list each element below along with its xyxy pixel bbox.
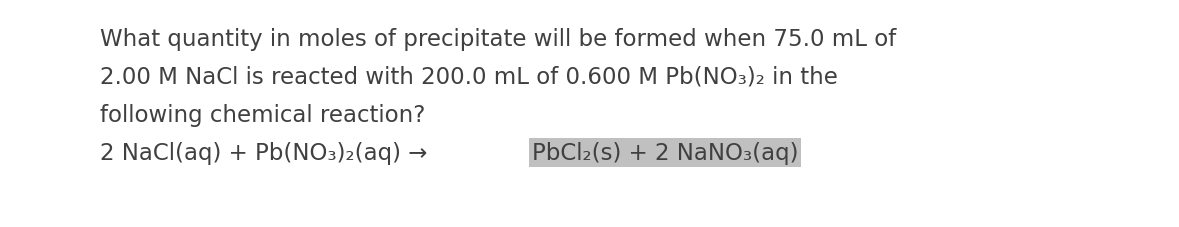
Text: following chemical reaction?: following chemical reaction?	[100, 104, 426, 126]
Text: PbCl₂(s) + 2 NaNO₃(aq): PbCl₂(s) + 2 NaNO₃(aq)	[532, 141, 798, 164]
Text: 2.00 M NaCl is reacted with 200.0 mL of 0.600 M Pb(NO₃)₂ in the: 2.00 M NaCl is reacted with 200.0 mL of …	[100, 66, 838, 89]
Text: What quantity in moles of precipitate will be formed when 75.0 mL of: What quantity in moles of precipitate wi…	[100, 28, 896, 51]
Text: 2 NaCl(aq) + Pb(NO₃)₂(aq) →: 2 NaCl(aq) + Pb(NO₃)₂(aq) →	[100, 141, 435, 164]
